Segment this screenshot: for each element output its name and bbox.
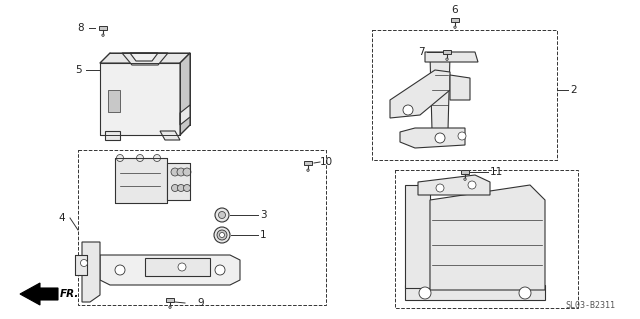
Polygon shape xyxy=(130,53,158,61)
Polygon shape xyxy=(430,55,450,130)
Polygon shape xyxy=(82,242,100,302)
Polygon shape xyxy=(418,175,490,195)
Bar xyxy=(443,50,451,54)
Polygon shape xyxy=(450,75,470,100)
Bar xyxy=(372,30,557,160)
Polygon shape xyxy=(115,158,167,203)
Polygon shape xyxy=(20,283,58,305)
Polygon shape xyxy=(105,131,120,140)
Circle shape xyxy=(403,105,413,115)
Text: FR.: FR. xyxy=(60,289,79,299)
Text: 7: 7 xyxy=(419,47,425,57)
Polygon shape xyxy=(390,70,450,118)
Circle shape xyxy=(102,34,104,36)
Bar xyxy=(108,90,120,112)
Circle shape xyxy=(172,184,179,191)
Text: 10: 10 xyxy=(320,157,333,167)
Circle shape xyxy=(154,154,161,161)
Polygon shape xyxy=(167,163,190,200)
Text: 6: 6 xyxy=(452,5,458,15)
Circle shape xyxy=(115,265,125,275)
Polygon shape xyxy=(100,53,190,63)
Bar xyxy=(166,298,174,301)
Text: 1: 1 xyxy=(260,230,267,240)
Text: 4: 4 xyxy=(59,213,65,223)
Circle shape xyxy=(218,211,225,219)
Circle shape xyxy=(177,168,185,176)
Polygon shape xyxy=(160,131,180,140)
Bar xyxy=(78,150,326,305)
Text: 11: 11 xyxy=(490,167,503,177)
Polygon shape xyxy=(405,285,545,300)
Bar xyxy=(395,170,578,308)
Polygon shape xyxy=(425,52,478,62)
Circle shape xyxy=(220,233,225,238)
Bar xyxy=(99,26,107,30)
Circle shape xyxy=(307,169,309,171)
Circle shape xyxy=(81,259,88,266)
Circle shape xyxy=(178,263,186,271)
Bar xyxy=(451,19,459,22)
Circle shape xyxy=(468,181,476,189)
Circle shape xyxy=(184,184,191,191)
Circle shape xyxy=(215,265,225,275)
Circle shape xyxy=(436,184,444,192)
Polygon shape xyxy=(400,128,465,148)
Circle shape xyxy=(464,178,466,181)
Circle shape xyxy=(183,168,191,176)
Bar xyxy=(75,255,87,275)
Circle shape xyxy=(419,287,431,299)
Circle shape xyxy=(435,133,445,143)
Circle shape xyxy=(519,287,531,299)
Polygon shape xyxy=(145,258,210,276)
Bar xyxy=(461,170,469,174)
Polygon shape xyxy=(405,185,430,288)
Circle shape xyxy=(169,306,172,308)
Circle shape xyxy=(454,26,456,28)
Text: SL03-B2311: SL03-B2311 xyxy=(565,301,615,310)
Polygon shape xyxy=(100,63,180,135)
Circle shape xyxy=(217,230,227,240)
Circle shape xyxy=(458,132,466,140)
Polygon shape xyxy=(122,53,168,65)
Polygon shape xyxy=(100,255,240,285)
Polygon shape xyxy=(430,185,545,290)
Text: 2: 2 xyxy=(570,85,577,95)
Circle shape xyxy=(171,168,179,176)
Text: 8: 8 xyxy=(77,23,84,33)
Polygon shape xyxy=(180,105,190,125)
Bar xyxy=(304,161,312,165)
Circle shape xyxy=(214,227,230,243)
Circle shape xyxy=(136,154,143,161)
Circle shape xyxy=(177,184,184,191)
Text: 9: 9 xyxy=(197,298,204,308)
Polygon shape xyxy=(180,53,190,135)
Text: 3: 3 xyxy=(260,210,267,220)
Circle shape xyxy=(116,154,124,161)
Circle shape xyxy=(215,208,229,222)
Circle shape xyxy=(446,58,448,60)
Text: 5: 5 xyxy=(75,65,81,75)
